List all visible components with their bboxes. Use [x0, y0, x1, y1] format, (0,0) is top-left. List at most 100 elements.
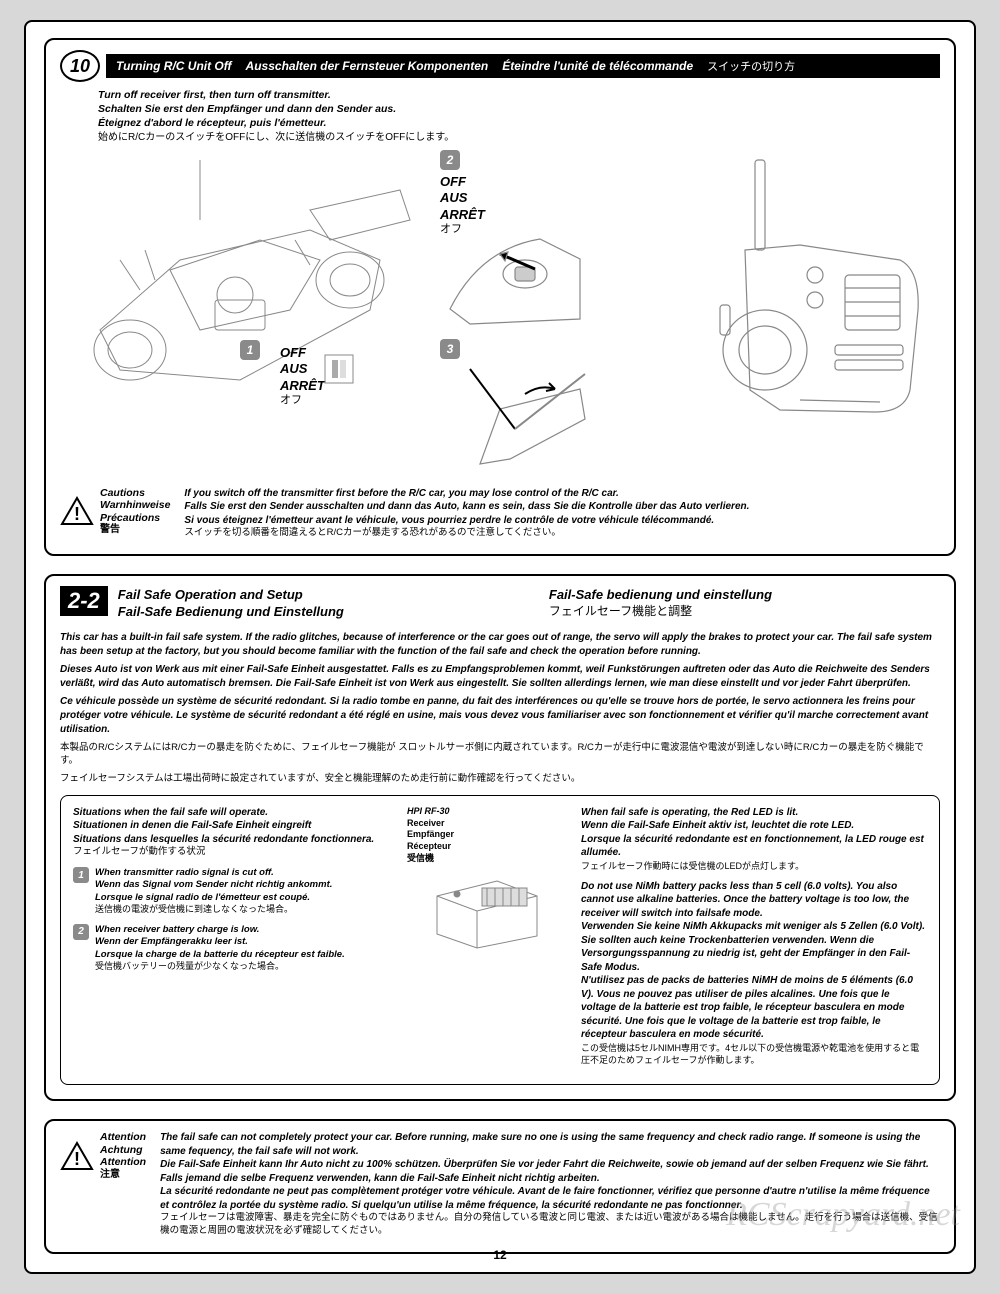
s2-fr: Lorsque la charge de la batterie du réce… — [95, 949, 345, 961]
attention-text: The fail safe can not completely protect… — [160, 1131, 940, 1238]
car-diagram: 1 OFF AUS ARRÊT オフ — [60, 150, 430, 410]
caution-fr: Précautions — [100, 512, 170, 525]
off2-de: AUS — [440, 190, 467, 205]
caution-de: Warnhinweise — [100, 499, 170, 512]
battery-block: Do not use NiMh battery packs less than … — [581, 880, 927, 1066]
section-titles: Fail Safe Operation and Setup Fail-Safe … — [118, 586, 940, 621]
page-number: 12 — [26, 1248, 974, 1262]
car-svg — [60, 150, 430, 410]
step-header: 10 Turning R/C Unit Off Ausschalten der … — [60, 50, 940, 82]
led-fr: Lorsque la sécurité redondante est en fo… — [581, 833, 927, 860]
batt-jp: この受信機は5セルNIMH専用です。4セル以下の受信機電源や乾電池を使用すると電… — [581, 1042, 927, 1066]
intro-fr: Éteignez d'abord le récepteur, puis l'ém… — [98, 116, 940, 130]
body-jp2: フェイルセーフシステムは工場出荷時に設定されていますが、安全と機能理解のため走行… — [60, 772, 940, 785]
section-body: This car has a built-in fail safe system… — [60, 631, 940, 785]
att-fr: Attention — [100, 1156, 146, 1169]
receiver-diagram — [427, 866, 547, 951]
body-jp1: 本製品のR/CシステムにはR/Cカーの暴走を防ぐために、フェイルセーフ機能が ス… — [60, 741, 940, 768]
s1-de: Wenn das Signal vom Sender nicht richtig… — [95, 879, 332, 891]
led-de: Wenn die Fail-Safe Einheit aktiv ist, le… — [581, 819, 927, 833]
ctext-jp: スイッチを切る順番を間違えるとR/Cカーが暴走する恐れがあるので注意してください… — [184, 527, 940, 540]
off-label-1: OFF AUS ARRÊT オフ — [280, 345, 325, 408]
situation-title: Situations when the fail safe will opera… — [73, 806, 393, 859]
title-jp: スイッチの切り方 — [707, 58, 795, 74]
title-de: Ausschalten der Fernsteuer Komponenten — [246, 59, 489, 73]
title-fr: Éteindre l'unité de télécommande — [502, 59, 693, 73]
s2-jp: 受信機バッテリーの残量が少なくなった場合。 — [95, 961, 345, 973]
caution-text: If you switch off the transmitter first … — [184, 487, 940, 540]
caution-row: ! Cautions Warnhinweise Précautions 警告 I… — [60, 487, 940, 540]
s1-jp: 送信機の電波が受信機に到達しなくなった場合。 — [95, 904, 332, 916]
att-jp: 注意 — [100, 1169, 146, 1181]
situ-jp: フェイルセーフが動作する状況 — [73, 846, 393, 859]
off-jp: オフ — [280, 394, 325, 408]
intro-en: Turn off receiver first, then turn off t… — [98, 88, 940, 102]
inner-right: When fail safe is operating, the Red LED… — [581, 806, 927, 1074]
attention-labels: Attention Achtung Attention 注意 — [100, 1131, 146, 1181]
panel-section-2-2: 2-2 Fail Safe Operation and Setup Fail-S… — [44, 574, 956, 1101]
body-de: Dieses Auto ist von Werk aus mit einer F… — [60, 663, 940, 691]
warning-triangle-icon: ! — [60, 1141, 94, 1171]
switch-detail-icon — [320, 350, 360, 390]
led-jp: フェイルセーフ作動時には受信機のLEDが点灯します。 — [581, 860, 927, 872]
off-fr: ARRÊT — [280, 378, 325, 393]
atext-jp: フェイルセーフは電波障害、暴走を完全に防ぐものではありません。自分の発信している… — [160, 1212, 940, 1238]
intro-text: Turn off receiver first, then turn off t… — [98, 88, 940, 144]
led-en: When fail safe is operating, the Red LED… — [581, 806, 927, 820]
sq-badge-1: 1 — [73, 867, 89, 883]
switch-closeup — [440, 219, 590, 329]
caution-en: Cautions — [100, 487, 170, 500]
sec-t2-jp: フェイルセーフ機能と調整 — [549, 603, 940, 621]
step-title-bar: Turning R/C Unit Off Ausschalten der Fer… — [106, 54, 940, 78]
batt-de: Verwenden Sie keine NiMh Akkupacks mit w… — [581, 920, 927, 974]
situation-2: 2 When receiver battery charge is low. W… — [73, 924, 393, 973]
atext-fr: La sécurité redondante ne peut pas compl… — [160, 1185, 940, 1212]
batt-fr: N'utilisez pas de packs de batteries NiM… — [581, 974, 927, 1042]
manual-page: 10 Turning R/C Unit Off Ausschalten der … — [24, 20, 976, 1274]
svg-text:!: ! — [74, 1149, 80, 1169]
badge-1: 1 — [240, 340, 260, 360]
panel-attention: ! Attention Achtung Attention 注意 The fai… — [44, 1119, 956, 1254]
diagram-row: 1 OFF AUS ARRÊT オフ 2 — [60, 150, 940, 479]
rx-label: HPI RF-30 — [407, 806, 567, 818]
situ-fr: Situations dans lesquelles la sécurité r… — [73, 833, 393, 847]
inner-mid: HPI RF-30 Receiver Empfänger Récepteur 受… — [407, 806, 567, 1074]
situ-en: Situations when the fail safe will opera… — [73, 806, 393, 820]
failsafe-inner-panel: Situations when the fail safe will opera… — [60, 795, 940, 1085]
ctext-en: If you switch off the transmitter first … — [184, 487, 940, 501]
off-en: OFF — [280, 345, 306, 360]
panel-step-10: 10 Turning R/C Unit Off Ausschalten der … — [44, 38, 956, 556]
atext-de: Die Fail-Safe Einheit kann Ihr Auto nich… — [160, 1158, 940, 1185]
section-number: 2-2 — [60, 586, 108, 616]
mid-column: 2 OFF AUS ARRÊT オフ — [440, 150, 640, 479]
sq-badge-2: 2 — [73, 924, 89, 940]
off2-en: OFF — [440, 174, 466, 189]
s1-fr: Lorsque le signal radio de l'émetteur es… — [95, 892, 332, 904]
sec-t1-de: Fail-Safe bedienung und einstellung — [549, 586, 940, 604]
caution-jp: 警告 — [100, 524, 170, 536]
s1-en: When transmitter radio signal is cut off… — [95, 867, 332, 879]
batt-en: Do not use NiMh battery packs less than … — [581, 880, 927, 921]
section-header: 2-2 Fail Safe Operation and Setup Fail-S… — [60, 586, 940, 621]
svg-text:!: ! — [74, 504, 80, 524]
attention-row: ! Attention Achtung Attention 注意 The fai… — [60, 1131, 940, 1238]
ctext-fr: Si vous éteignez l'émetteur avant le véh… — [184, 514, 940, 528]
antenna-closeup — [440, 359, 590, 469]
caution-icon-block: ! Cautions Warnhinweise Précautions 警告 — [60, 487, 170, 537]
off-de: AUS — [280, 361, 307, 376]
sec-t1-en: Fail Safe Operation and Setup — [118, 586, 509, 604]
title-en: Turning R/C Unit Off — [116, 59, 232, 73]
body-fr: Ce véhicule possède un système de sécuri… — [60, 695, 940, 737]
rx-de: Empfänger — [407, 829, 454, 839]
warning-triangle-icon: ! — [60, 496, 94, 526]
intro-jp: 始めにR/CカーのスイッチをOFFにし、次に送信機のスイッチをOFFにします。 — [98, 131, 940, 145]
s2-de: Wenn der Empfängerakku leer ist. — [95, 936, 345, 948]
situation-1: 1 When transmitter radio signal is cut o… — [73, 867, 393, 916]
attention-icon-block: ! Attention Achtung Attention 注意 — [60, 1131, 146, 1181]
caution-labels: Cautions Warnhinweise Précautions 警告 — [100, 487, 170, 537]
badge-2: 2 — [440, 150, 460, 170]
s2-en: When receiver battery charge is low. — [95, 924, 345, 936]
body-en: This car has a built-in fail safe system… — [60, 631, 940, 659]
step-number-badge: 10 — [60, 50, 100, 82]
sec-t2-de: Fail-Safe Bedienung und Einstellung — [118, 603, 509, 621]
